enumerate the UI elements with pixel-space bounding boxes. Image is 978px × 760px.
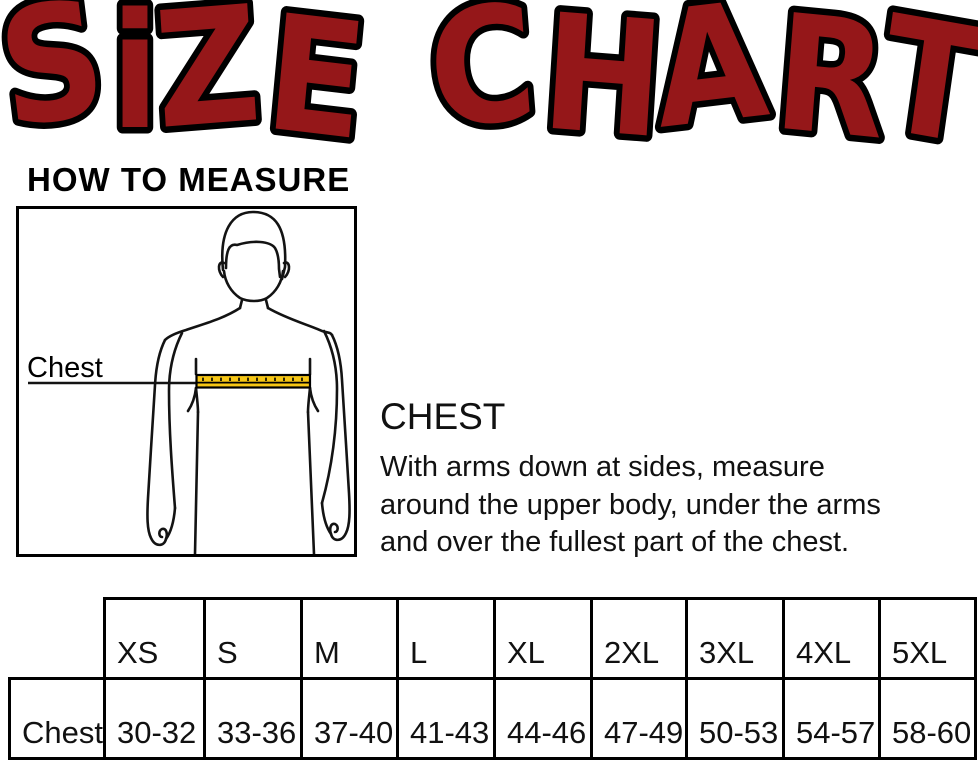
chest-range-cell: 54-57 xyxy=(782,677,881,760)
size-col-header: L xyxy=(396,597,496,680)
how-to-measure-heading: HOW TO MEASURE xyxy=(27,161,351,198)
tape-tick-marks xyxy=(202,377,303,381)
chest-instructions: With arms down at sides, measure around … xyxy=(380,449,881,562)
instruction-line: around the upper body, under the arms xyxy=(380,488,881,521)
page-title: SiZE CHART xyxy=(0,0,978,154)
chest-range-cell: 37-40 xyxy=(300,677,399,760)
size-table-header-row: XS S M L XL 2XL 3XL 4XL 5XL xyxy=(10,597,977,680)
chest-range-cell: 58-60 xyxy=(878,677,977,760)
chest-label: Chest xyxy=(27,352,103,384)
size-table: XS S M L XL 2XL 3XL 4XL 5XL Chest 30-32 … xyxy=(8,597,977,760)
instruction-line: and over the fullest part of the chest. xyxy=(380,526,850,558)
chest-range-cell: 44-46 xyxy=(493,677,593,760)
size-col-header: S xyxy=(203,597,303,680)
chest-range-cell: 47-49 xyxy=(590,677,688,760)
size-table-corner-cell xyxy=(10,599,105,679)
title-word-size: SiZE xyxy=(0,0,375,154)
size-col-header: 5XL xyxy=(878,597,977,680)
row-label-chest: Chest xyxy=(8,677,106,760)
title-word-chart: CHART xyxy=(421,0,978,154)
measuring-tape xyxy=(195,373,312,389)
chest-range-cell: 33-36 xyxy=(203,677,303,760)
measurement-figure: Chest xyxy=(16,206,357,557)
size-col-header: 4XL xyxy=(782,597,881,680)
chest-range-cell: 30-32 xyxy=(103,677,206,760)
size-col-header: M xyxy=(300,597,399,680)
chest-section-heading: CHEST xyxy=(380,396,506,437)
person-outline xyxy=(146,210,351,554)
size-col-header: 2XL xyxy=(590,597,688,680)
size-table-chest-row: Chest 30-32 33-36 37-40 41-43 44-46 47-4… xyxy=(8,677,977,760)
size-col-header: 3XL xyxy=(685,597,785,680)
instruction-line: With arms down at sides, measure xyxy=(380,451,825,483)
chest-range-cell: 41-43 xyxy=(396,677,496,760)
figure-illustration: Chest xyxy=(27,210,351,554)
size-col-header: XS xyxy=(103,597,206,680)
size-col-header: XL xyxy=(493,597,593,680)
chest-range-cell: 50-53 xyxy=(685,677,785,760)
